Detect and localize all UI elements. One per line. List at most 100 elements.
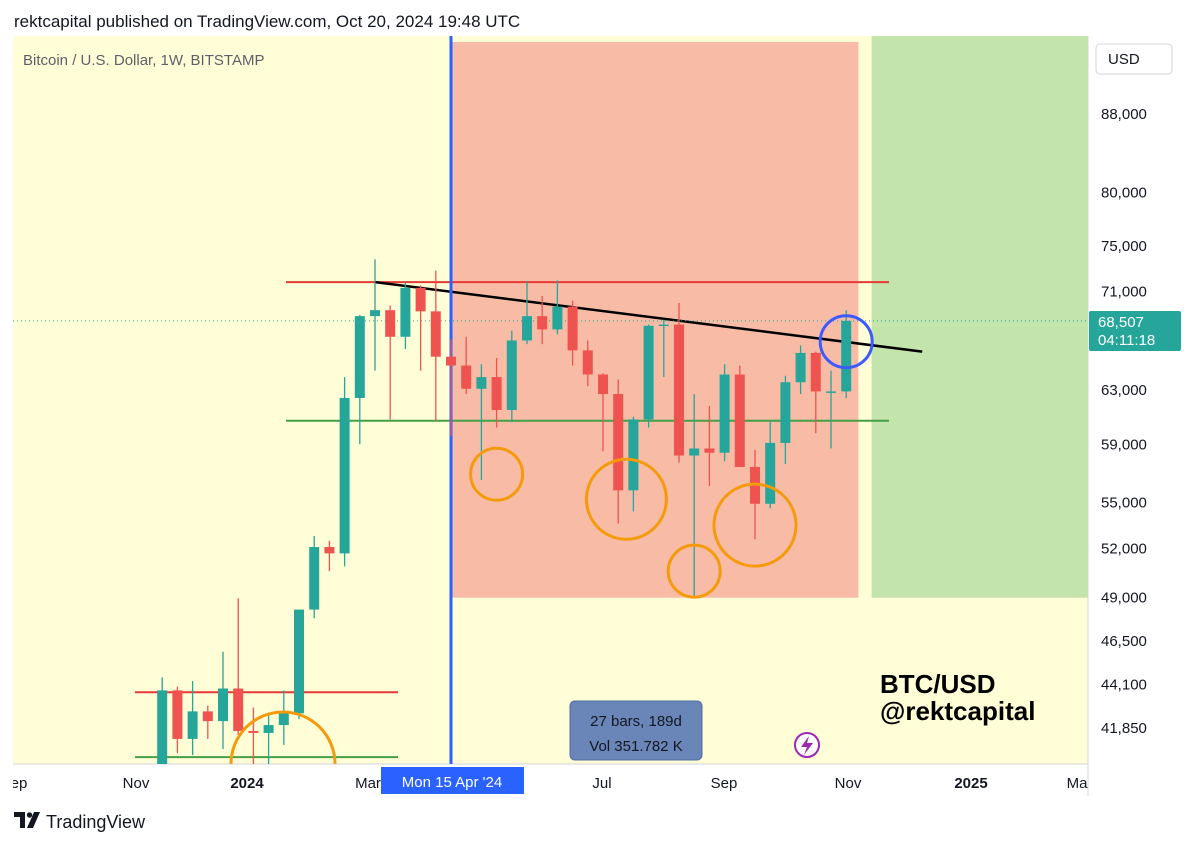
low-wick-circle bbox=[666, 543, 722, 599]
candle-body bbox=[233, 688, 244, 731]
candle bbox=[810, 351, 821, 434]
symbol-title: Bitcoin / U.S. Dollar, 1W, BITSTAMP bbox=[23, 52, 264, 69]
time-tick-label: Sep bbox=[711, 775, 738, 792]
candle bbox=[795, 345, 806, 395]
candle bbox=[263, 715, 274, 764]
candle bbox=[780, 375, 791, 465]
candle bbox=[385, 305, 396, 420]
candle-body bbox=[187, 711, 198, 739]
crosshair-date-text: Mon 15 Apr '24 bbox=[402, 774, 502, 791]
price-tick-label: 55,000 bbox=[1101, 494, 1147, 511]
candle bbox=[506, 330, 517, 423]
candle-body bbox=[734, 374, 745, 467]
candle bbox=[202, 705, 213, 739]
candle bbox=[567, 300, 578, 366]
candle-body bbox=[841, 320, 852, 392]
candle-body bbox=[765, 442, 776, 504]
candle-body bbox=[430, 311, 441, 357]
candle bbox=[400, 283, 411, 350]
candle-body bbox=[537, 316, 548, 330]
consolidation-zone bbox=[451, 42, 859, 598]
price-tick-label: 59,000 bbox=[1101, 436, 1147, 453]
candle bbox=[157, 677, 168, 764]
lightning-icon[interactable] bbox=[794, 732, 820, 758]
candle-body bbox=[628, 419, 639, 491]
time-axis-background bbox=[13, 764, 1088, 796]
time-tick-label: Ma bbox=[1067, 775, 1088, 792]
candle-body bbox=[415, 287, 426, 312]
candle-body bbox=[157, 690, 168, 764]
candle-body bbox=[704, 448, 715, 453]
candle-body bbox=[506, 340, 517, 410]
price-tick-label: 52,000 bbox=[1101, 541, 1147, 558]
price-tick-label: 71,000 bbox=[1101, 283, 1147, 300]
candle-body bbox=[309, 547, 320, 610]
candle bbox=[294, 609, 305, 720]
candle-body bbox=[613, 394, 624, 491]
candle-body bbox=[810, 352, 821, 392]
candle bbox=[689, 394, 700, 597]
range-volume-text: Vol 351.782 K bbox=[589, 738, 682, 755]
candle-body bbox=[324, 547, 335, 554]
candle bbox=[324, 540, 335, 572]
candle-body bbox=[263, 725, 274, 733]
candle bbox=[370, 259, 381, 371]
candle bbox=[658, 319, 669, 378]
candle bbox=[825, 370, 836, 449]
candle-body bbox=[673, 324, 684, 456]
candle-body bbox=[354, 316, 365, 398]
target-zone bbox=[871, 36, 1088, 598]
candle-body bbox=[597, 374, 608, 395]
candle bbox=[491, 357, 502, 428]
candle bbox=[278, 690, 289, 745]
price-tick-label: 41,850 bbox=[1101, 720, 1147, 737]
candle-body bbox=[385, 310, 396, 337]
price-axis[interactable]: 88,000 80,000 75,000 71,000 63,000 59,000 55,0… bbox=[1101, 106, 1147, 737]
candle-body bbox=[461, 365, 472, 389]
price-tick-label: 63,000 bbox=[1101, 382, 1147, 399]
candle-body bbox=[370, 310, 381, 317]
candle bbox=[233, 598, 244, 735]
candle-body bbox=[643, 325, 654, 420]
candle bbox=[521, 280, 532, 345]
candle-body bbox=[248, 730, 259, 733]
candle-body bbox=[780, 382, 791, 443]
descending-trendline bbox=[374, 280, 923, 353]
candle bbox=[719, 364, 730, 462]
watermark-author: @rektcapital bbox=[880, 696, 1035, 726]
candle bbox=[354, 314, 365, 445]
candle bbox=[187, 681, 198, 756]
candle bbox=[415, 285, 426, 371]
time-axis[interactable]: ep Nov 2024 Mar Jul Sep Nov 2025 Ma bbox=[11, 775, 1088, 792]
candle-body bbox=[567, 306, 578, 351]
tradingview-logo[interactable]: TradingView bbox=[14, 812, 145, 833]
candlestick-chart[interactable]: Bitcoin / U.S. Dollar, 1W, BITSTAMP BTC/… bbox=[11, 36, 1183, 796]
candle-body bbox=[719, 374, 730, 453]
tradingview-icon bbox=[14, 812, 40, 833]
low-wick-circle bbox=[712, 482, 798, 568]
publisher-header: rektcapital published on TradingView.com… bbox=[14, 12, 521, 31]
candle-body bbox=[658, 324, 669, 327]
time-tick-label: 2024 bbox=[230, 775, 264, 792]
last-price-value: 68,507 bbox=[1098, 314, 1144, 331]
currency-button[interactable]: USD bbox=[1095, 43, 1173, 75]
price-tick-label: 80,000 bbox=[1101, 185, 1147, 202]
time-tick-label: Mar bbox=[355, 775, 381, 792]
candle bbox=[537, 295, 548, 345]
candle bbox=[309, 535, 320, 619]
candle bbox=[552, 280, 563, 335]
time-tick-label: ep bbox=[13, 775, 27, 792]
candle bbox=[734, 365, 745, 467]
candle-body bbox=[339, 397, 350, 554]
candle bbox=[172, 686, 183, 754]
candle-body bbox=[172, 690, 183, 739]
last-price-tag: 68,507 04:11:18 bbox=[1089, 311, 1181, 351]
price-tick-label: 49,000 bbox=[1101, 590, 1147, 607]
candle bbox=[248, 707, 259, 764]
low-wick-circle bbox=[584, 457, 668, 541]
chart-area[interactable]: Bitcoin / U.S. Dollar, 1W, BITSTAMP BTC/… bbox=[11, 36, 1183, 796]
candle-body bbox=[521, 316, 532, 341]
candle-body bbox=[825, 391, 836, 393]
tradingview-wordmark: TradingView bbox=[46, 812, 146, 832]
candle bbox=[582, 340, 593, 387]
